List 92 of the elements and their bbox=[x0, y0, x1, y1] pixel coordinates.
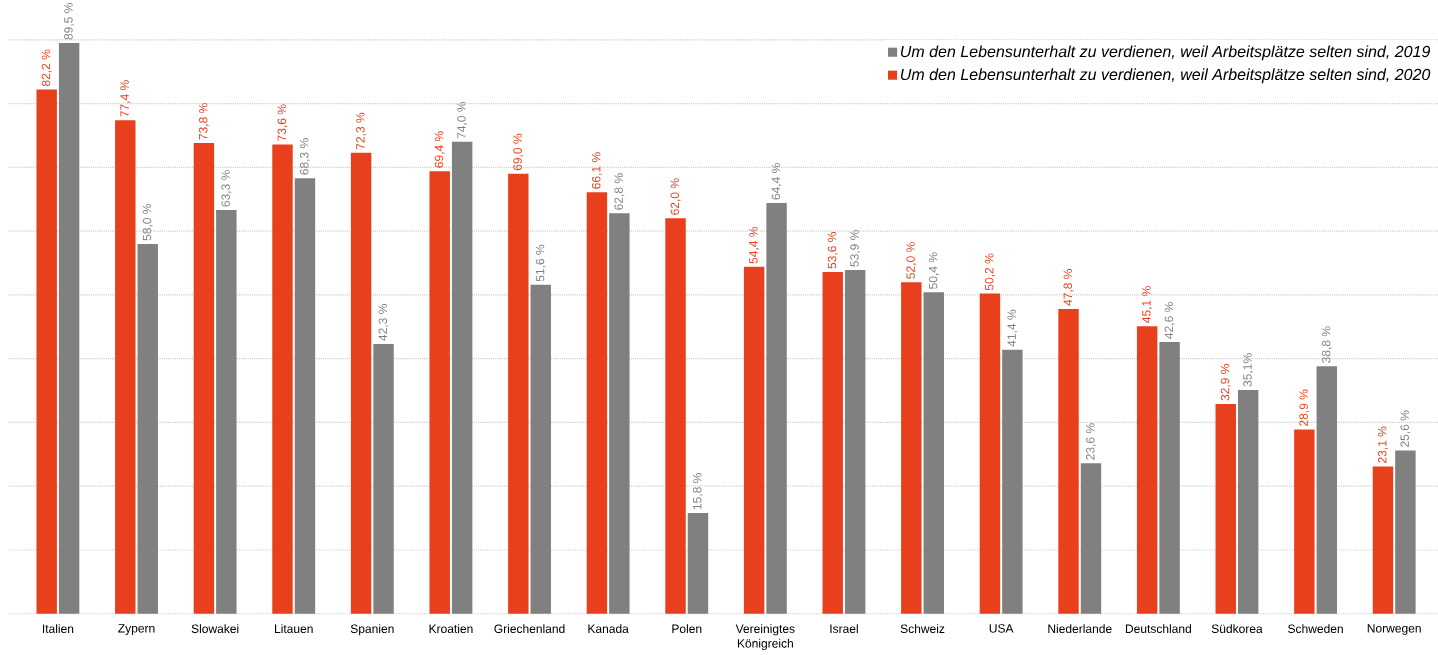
bar bbox=[36, 89, 57, 615]
data-label: 53,9 % bbox=[850, 230, 861, 267]
bar bbox=[216, 210, 237, 615]
data-label: 23,6 % bbox=[1086, 423, 1096, 460]
data-label: 73,6 % bbox=[277, 104, 288, 142]
x-tick-label: Kanada bbox=[588, 624, 629, 634]
bar bbox=[1294, 429, 1315, 615]
bar bbox=[508, 173, 529, 615]
bar bbox=[1159, 342, 1180, 615]
x-tick-label: Litauen bbox=[275, 624, 313, 634]
bar bbox=[451, 142, 473, 615]
data-label: 42,6 % bbox=[1164, 302, 1175, 340]
x-tick-label: Schweiz bbox=[900, 624, 945, 634]
bar bbox=[743, 267, 765, 615]
data-label: 58,0 % bbox=[142, 204, 153, 241]
data-label: 50,4 % bbox=[928, 252, 939, 290]
bar bbox=[1215, 404, 1236, 615]
data-label: 28,9 % bbox=[1299, 389, 1310, 427]
data-label: 72,3 % bbox=[356, 113, 367, 150]
data-label: 62,8 % bbox=[614, 173, 625, 210]
data-label: 63,3 % bbox=[221, 170, 232, 207]
bar bbox=[1080, 463, 1102, 615]
x-tick-label: Niederlande bbox=[1048, 624, 1112, 634]
data-label: 35,1% bbox=[1243, 353, 1254, 387]
x-tick-label: Vereinigtes Königreich bbox=[735, 624, 795, 651]
bar bbox=[586, 192, 608, 615]
x-tick-label: Griechenland bbox=[494, 624, 565, 634]
data-label: 45,1 % bbox=[1142, 286, 1153, 324]
data-label: 77,4 % bbox=[120, 80, 131, 117]
bar bbox=[137, 244, 158, 615]
bar bbox=[1237, 390, 1259, 615]
bar bbox=[373, 344, 394, 615]
x-tick-label: Südkorea bbox=[1211, 624, 1263, 634]
x-tick-label: Polen bbox=[672, 624, 702, 634]
data-label: 52,0 % bbox=[906, 242, 917, 279]
data-label: 42,3 % bbox=[378, 304, 389, 342]
bar bbox=[1316, 366, 1338, 615]
x-tick-label: Deutschland bbox=[1125, 624, 1191, 634]
data-label: 82,2 % bbox=[41, 49, 52, 87]
data-label: 53,6 % bbox=[827, 232, 838, 269]
bar bbox=[844, 270, 866, 615]
x-tick-label: Israel bbox=[830, 624, 858, 634]
data-label: 54,4 % bbox=[749, 227, 760, 264]
legend-label: Um den Lebensunterhalt zu verdienen, weil Arbeitsplätze selten sind, 2019 bbox=[900, 45, 1431, 61]
bar bbox=[901, 282, 922, 615]
data-label: 89,5 % bbox=[64, 3, 75, 40]
bar bbox=[822, 272, 843, 615]
bar bbox=[1058, 309, 1079, 615]
x-tick-label: Slowakei bbox=[191, 624, 239, 634]
x-tick-label: Schweden bbox=[1288, 624, 1343, 634]
legend-label: Um den Lebensunterhalt zu verdienen, weil Arbeitsplätze selten sind, 2020 bbox=[900, 68, 1431, 84]
x-tick-label: USA bbox=[989, 624, 1014, 633]
data-label: 66,1 % bbox=[591, 152, 602, 189]
bar bbox=[350, 152, 372, 615]
data-label: 68,3 % bbox=[299, 138, 310, 175]
bar bbox=[687, 513, 709, 615]
data-label: 38,8 % bbox=[1321, 326, 1332, 364]
data-label: 69,4 % bbox=[434, 131, 445, 168]
bar bbox=[665, 218, 686, 615]
bar bbox=[115, 120, 136, 615]
data-label: 64,4 % bbox=[771, 163, 782, 200]
x-tick-label: Norwegen bbox=[1367, 624, 1421, 636]
x-tick-label: Kroatien bbox=[429, 624, 473, 634]
bar bbox=[429, 171, 450, 615]
data-label: 50,2 % bbox=[984, 253, 995, 291]
data-label: 25,6 % bbox=[1400, 410, 1411, 448]
data-label: 47,8 % bbox=[1063, 269, 1074, 306]
bar bbox=[766, 203, 787, 615]
data-label: 15,8 % bbox=[692, 473, 703, 510]
x-tick-label: Zypern bbox=[118, 624, 155, 636]
bar bbox=[193, 143, 215, 615]
bar bbox=[1002, 349, 1023, 615]
bar bbox=[1372, 466, 1394, 615]
bar bbox=[272, 144, 293, 615]
bar bbox=[58, 43, 80, 615]
x-tick-label: Italien bbox=[42, 624, 74, 634]
x-tick-label: Spanien bbox=[350, 624, 394, 636]
data-label: 73,8 % bbox=[198, 103, 209, 140]
bar bbox=[530, 284, 551, 615]
bar bbox=[923, 292, 944, 615]
data-label: 32,9 % bbox=[1220, 364, 1231, 401]
bar bbox=[609, 213, 630, 615]
data-label: 69,0 % bbox=[513, 134, 524, 171]
data-label: 41,4 % bbox=[1007, 310, 1018, 347]
data-label: 51,6 % bbox=[535, 245, 546, 282]
data-label: 23,1 % bbox=[1377, 426, 1388, 464]
bar bbox=[1395, 450, 1416, 615]
data-label: 62,0 % bbox=[670, 178, 681, 216]
bar bbox=[1136, 326, 1158, 615]
bar bbox=[294, 178, 316, 615]
bar bbox=[979, 293, 1001, 615]
data-label: 74,0 % bbox=[457, 102, 468, 139]
